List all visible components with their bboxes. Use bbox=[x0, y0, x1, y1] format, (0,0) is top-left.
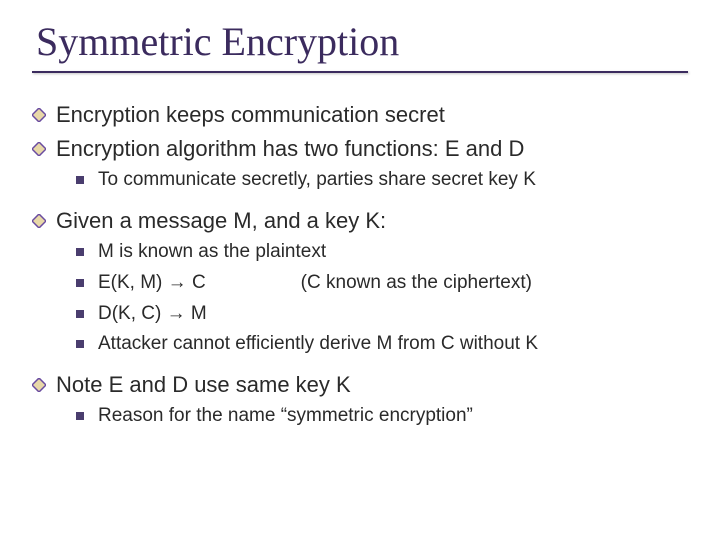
diamond-icon bbox=[32, 108, 46, 122]
subitem-text: To communicate secretly, parties share s… bbox=[98, 168, 688, 193]
list-item: Note E and D use same key K bbox=[32, 371, 688, 399]
list-subitem: To communicate secretly, parties share s… bbox=[76, 168, 688, 193]
subitem-text: M is known as the plaintext bbox=[98, 240, 688, 265]
square-icon bbox=[76, 248, 84, 256]
item-text: Note E and D use same key K bbox=[56, 371, 688, 399]
list-subitem: D(K, C) → M bbox=[76, 302, 688, 327]
subitem-text: Reason for the name “symmetric encryptio… bbox=[98, 404, 688, 429]
diamond-icon bbox=[32, 142, 46, 156]
slide: Symmetric Encryption Encryption keeps co… bbox=[0, 0, 720, 455]
title-underline bbox=[32, 71, 688, 73]
subitem-text: Attacker cannot efficiently derive M fro… bbox=[98, 332, 688, 357]
subitem-text: D(K, C) → M bbox=[98, 302, 688, 327]
square-icon bbox=[76, 340, 84, 348]
list-subitem: M is known as the plaintext bbox=[76, 240, 688, 265]
list-subitem: Attacker cannot efficiently derive M fro… bbox=[76, 332, 688, 357]
diamond-icon bbox=[32, 378, 46, 392]
square-icon bbox=[76, 279, 84, 287]
square-icon bbox=[76, 176, 84, 184]
item-text: Encryption keeps communication secret bbox=[56, 101, 688, 129]
subitem-text: E(K, M) → C (C known as the ciphertext) bbox=[98, 271, 688, 296]
list-subitem: E(K, M) → C (C known as the ciphertext) bbox=[76, 271, 688, 296]
square-icon bbox=[76, 310, 84, 318]
list-item: Encryption keeps communication secret bbox=[32, 101, 688, 129]
list-item: Encryption algorithm has two functions: … bbox=[32, 135, 688, 163]
square-icon bbox=[76, 412, 84, 420]
item-text: Given a message M, and a key K: bbox=[56, 207, 688, 235]
slide-title: Symmetric Encryption bbox=[32, 18, 688, 65]
list-subitem: Reason for the name “symmetric encryptio… bbox=[76, 404, 688, 429]
diamond-icon bbox=[32, 214, 46, 228]
list-item: Given a message M, and a key K: bbox=[32, 207, 688, 235]
item-text: Encryption algorithm has two functions: … bbox=[56, 135, 688, 163]
